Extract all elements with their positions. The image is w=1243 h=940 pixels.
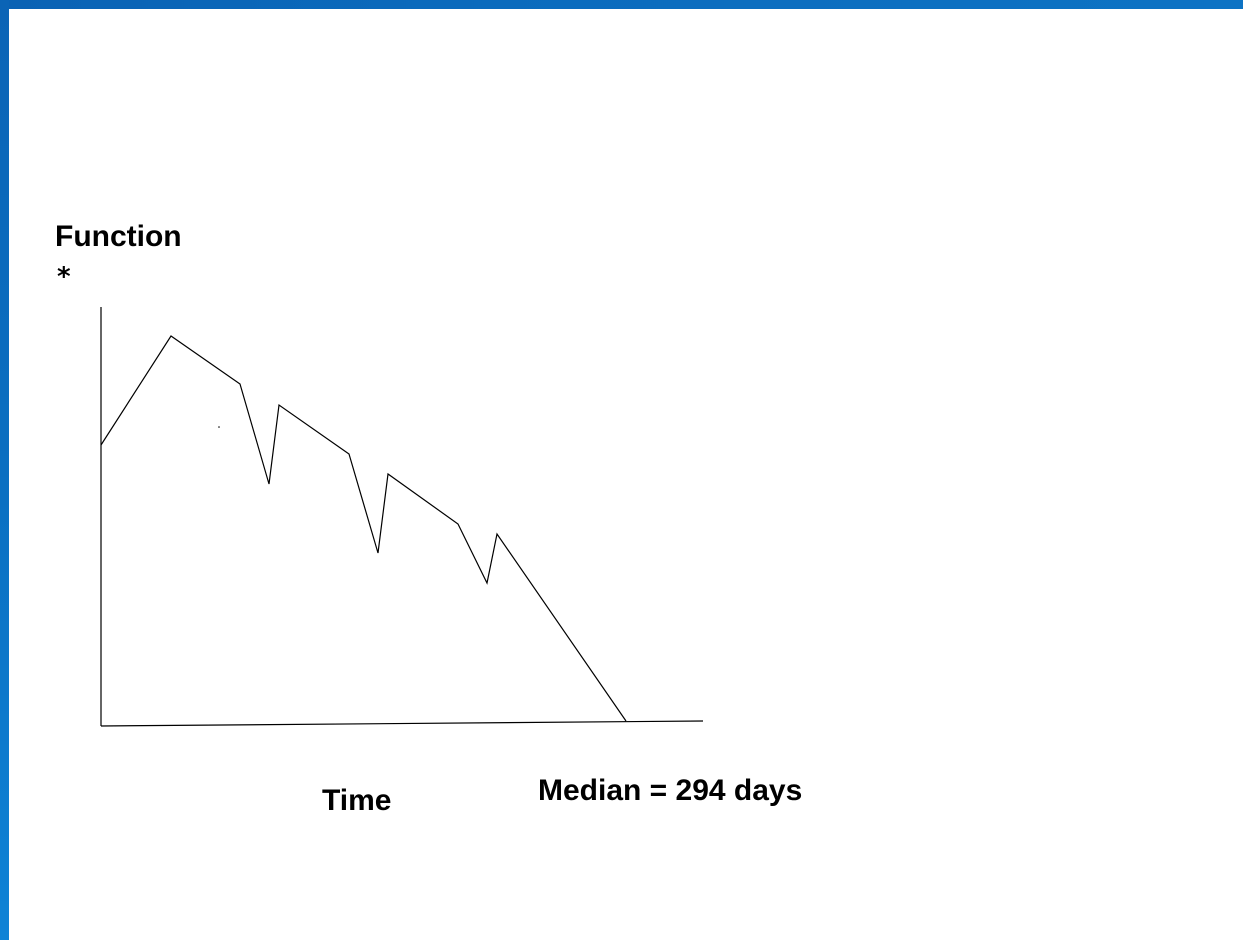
slide-top-border <box>0 0 1243 9</box>
y-axis-label: Function <box>55 220 182 253</box>
series-line <box>100 335 627 722</box>
x-axis <box>100 720 704 727</box>
stray-dot <box>218 426 220 428</box>
median-annotation: Median = 294 days <box>538 774 803 807</box>
slide-canvas <box>9 9 1243 940</box>
x-axis-label: Time <box>322 784 392 817</box>
y-axis-asterisk: * <box>57 262 71 292</box>
slide-left-border <box>0 0 9 940</box>
